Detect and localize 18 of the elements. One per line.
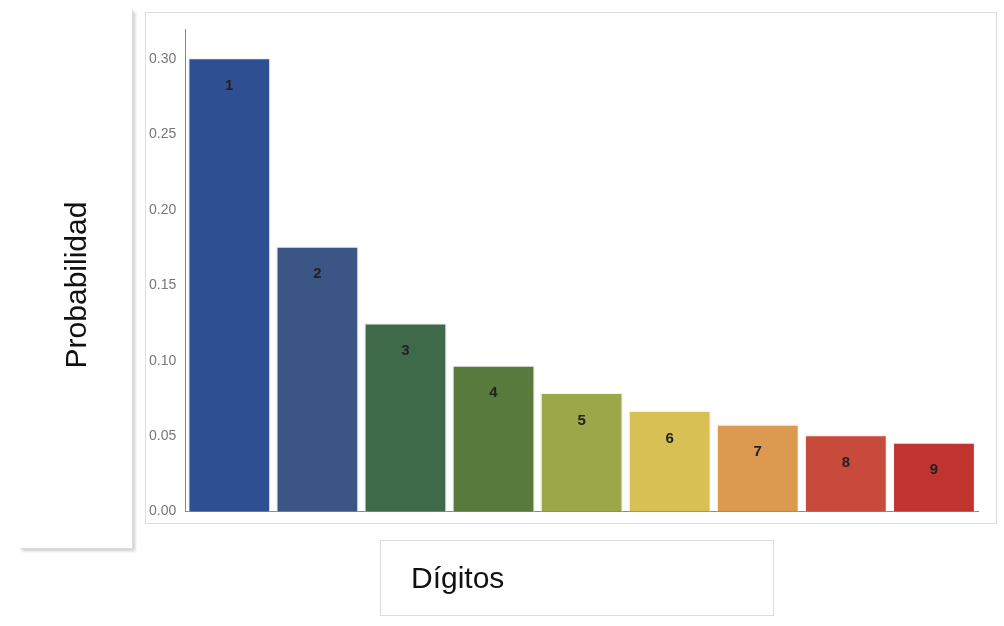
x-tick-label: 5 — [577, 410, 586, 428]
x-tick-label: 1 — [225, 75, 234, 93]
x-axis-title: Dígitos — [380, 540, 774, 616]
x-tick-label: 2 — [313, 264, 322, 282]
y-tick-label: 0.05 — [149, 427, 177, 444]
x-tick-label: 9 — [929, 460, 939, 478]
y-tick-label: 0.25 — [149, 125, 177, 142]
y-tick-label: 0.30 — [149, 50, 177, 67]
y-tick-label: 0.20 — [149, 200, 177, 217]
y-tick-label: 0.00 — [149, 502, 177, 519]
x-tick-label: 3 — [401, 341, 410, 359]
x-tick-label: 6 — [665, 428, 674, 446]
y-tick-label: 0.10 — [149, 351, 177, 368]
y-axis-title: Probabilidad — [59, 201, 93, 369]
x-tick-label: 8 — [841, 452, 851, 470]
y-tick-label: 0.15 — [149, 276, 177, 293]
x-tick-label: 7 — [753, 442, 762, 460]
x-tick-label: 4 — [489, 383, 499, 401]
